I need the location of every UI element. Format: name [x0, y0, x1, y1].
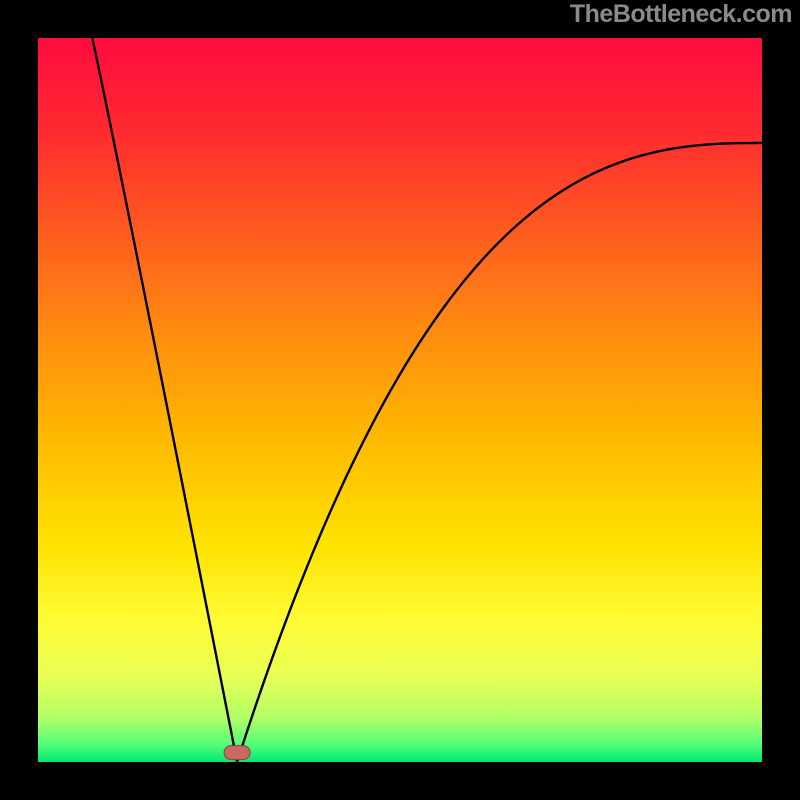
watermark-text: TheBottleneck.com — [570, 0, 792, 29]
plot-background — [38, 38, 762, 762]
chart-svg — [0, 0, 800, 800]
optimal-point-marker — [224, 746, 250, 760]
chart-container: TheBottleneck.com — [0, 0, 800, 800]
